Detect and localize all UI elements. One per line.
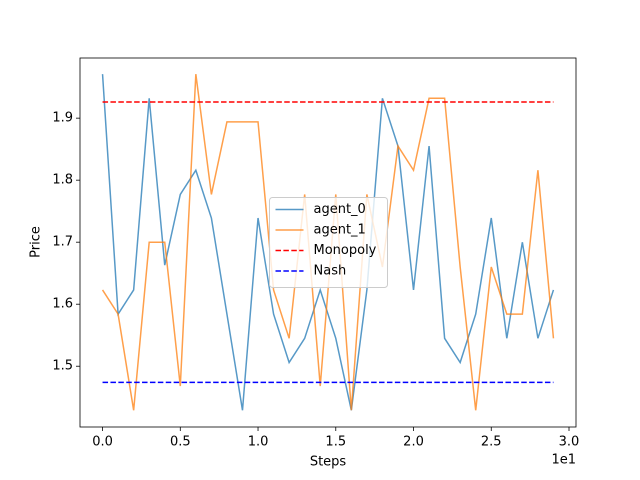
y-tick-label: 1.7 [52, 235, 73, 250]
x-tick-label: 2.5 [481, 435, 502, 450]
x-tick-label: 0.5 [170, 435, 191, 450]
y-tick-label: 1.5 [52, 359, 73, 374]
series-line [101, 74, 555, 411]
x-tick-label: 1.5 [325, 435, 346, 450]
legend-label: agent_0 [314, 202, 366, 217]
legend-label: agent_1 [314, 223, 366, 238]
y-tick-label: 1.9 [52, 111, 73, 126]
legend-label: Nash [314, 264, 347, 279]
x-offset-label: 1e1 [551, 453, 576, 468]
x-axis-label: Steps [310, 455, 347, 470]
legend-box [269, 197, 388, 288]
x-tick-label: 3.0 [559, 435, 580, 450]
x-tick-label: 0.0 [92, 435, 113, 450]
x-tick-label: 1.0 [248, 435, 269, 450]
legend-label: Monopoly [314, 243, 377, 258]
axes-frame [79, 57, 577, 428]
series-line [101, 74, 555, 411]
x-tick-label: 2.0 [403, 435, 424, 450]
y-axis-label: Price [29, 226, 44, 258]
y-tick-label: 1.6 [52, 297, 73, 312]
y-tick-label: 1.8 [52, 173, 73, 188]
